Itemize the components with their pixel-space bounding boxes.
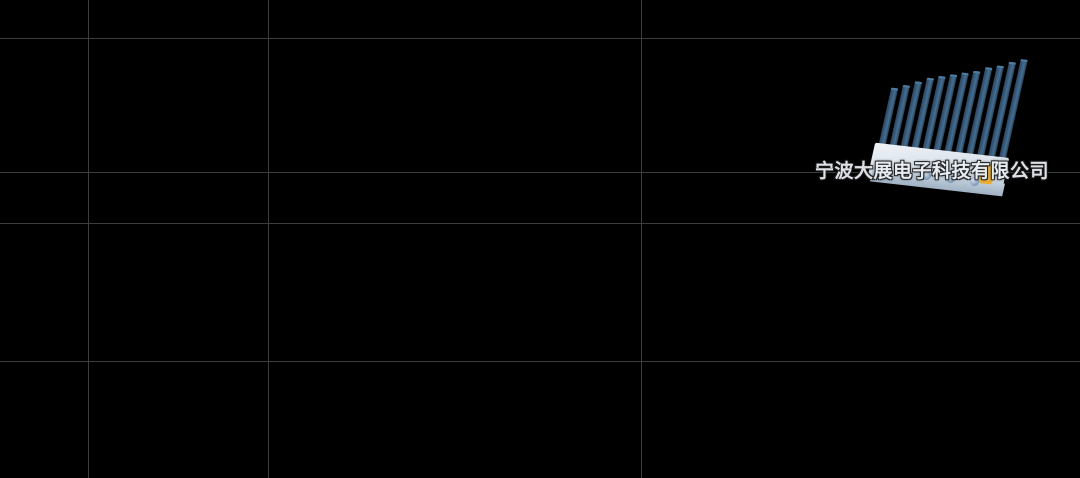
- gridline-vertical: [88, 0, 89, 478]
- chart-scene: [860, 30, 1028, 210]
- gridline-horizontal: [0, 361, 1080, 362]
- gridline-vertical: [641, 0, 642, 478]
- gridline-horizontal: [0, 223, 1080, 224]
- gridline-vertical: [268, 0, 269, 478]
- bar-chart-graphic: [860, 30, 1028, 210]
